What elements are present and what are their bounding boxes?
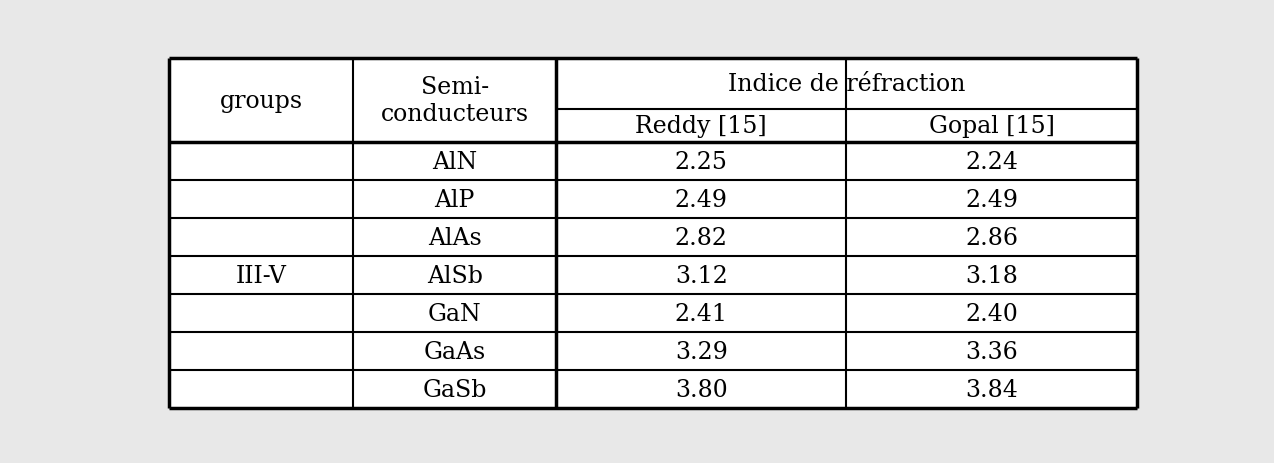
Text: GaSb: GaSb xyxy=(423,378,487,401)
Text: AlN: AlN xyxy=(432,150,478,174)
Text: GaAs: GaAs xyxy=(423,340,485,363)
Text: groups: groups xyxy=(219,89,303,113)
Text: AlSb: AlSb xyxy=(427,264,483,287)
Text: Reddy [15]: Reddy [15] xyxy=(636,115,767,138)
Text: GaN: GaN xyxy=(428,302,482,325)
Text: Semi-
conducteurs: Semi- conducteurs xyxy=(381,76,529,126)
Text: AlAs: AlAs xyxy=(428,226,482,249)
Text: 2.86: 2.86 xyxy=(966,226,1018,249)
Text: 2.41: 2.41 xyxy=(675,302,727,325)
Text: 3.29: 3.29 xyxy=(675,340,727,363)
Text: 2.40: 2.40 xyxy=(966,302,1018,325)
Text: 3.84: 3.84 xyxy=(966,378,1018,401)
Text: 2.49: 2.49 xyxy=(966,188,1018,211)
Text: 2.25: 2.25 xyxy=(675,150,727,174)
Text: Indice de réfraction: Indice de réfraction xyxy=(727,73,966,96)
Text: 3.12: 3.12 xyxy=(675,264,727,287)
Text: Gopal [15]: Gopal [15] xyxy=(929,115,1055,138)
Text: III-V: III-V xyxy=(236,264,287,287)
Text: 3.80: 3.80 xyxy=(675,378,727,401)
Text: AlP: AlP xyxy=(434,188,475,211)
Text: 2.24: 2.24 xyxy=(966,150,1018,174)
Text: 3.18: 3.18 xyxy=(966,264,1018,287)
Text: 2.49: 2.49 xyxy=(675,188,727,211)
Text: 2.82: 2.82 xyxy=(675,226,727,249)
Text: 3.36: 3.36 xyxy=(966,340,1018,363)
